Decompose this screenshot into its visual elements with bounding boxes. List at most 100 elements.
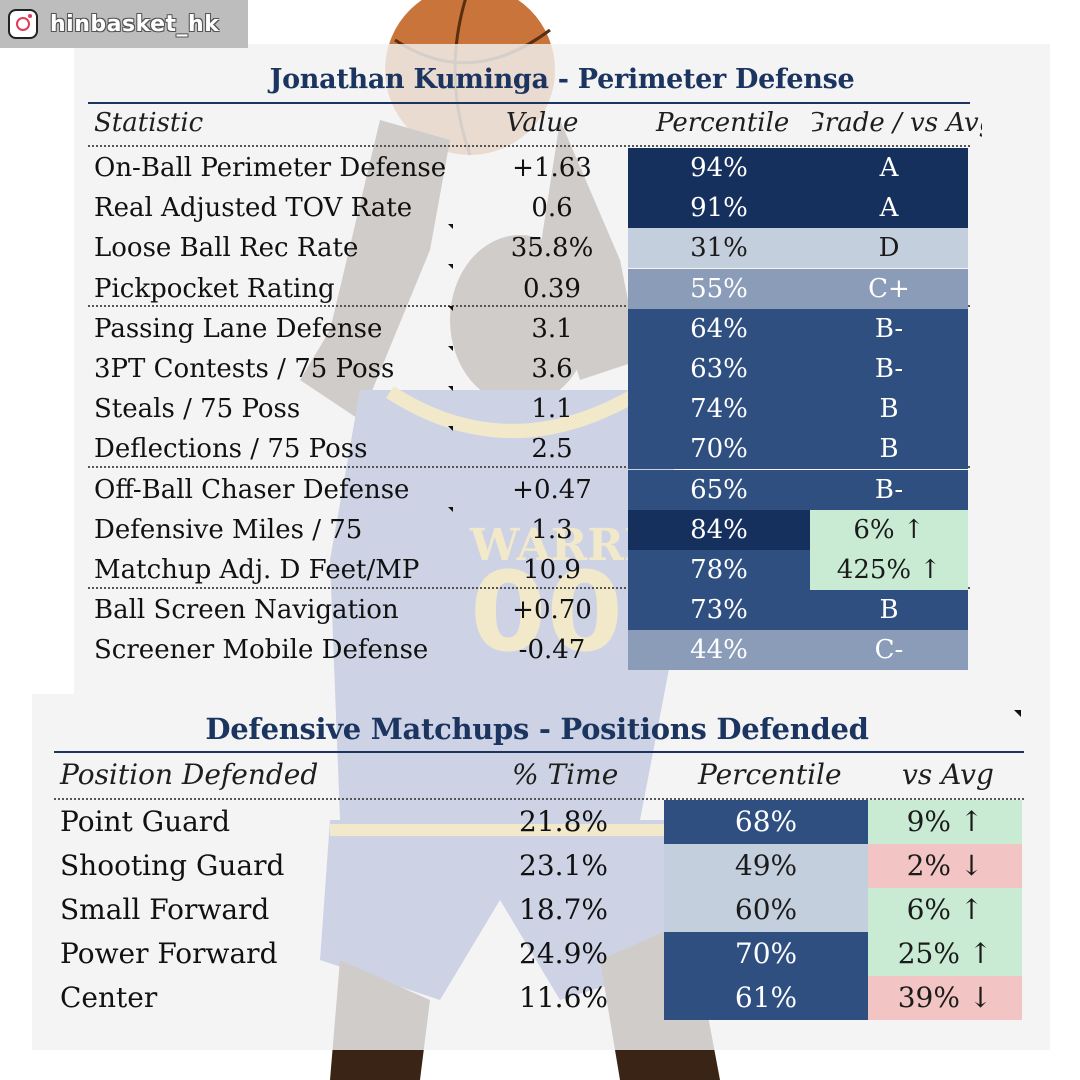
position-name: Power Forward [60, 937, 278, 970]
header-grade: Grade / vs Avg [812, 108, 982, 138]
stat-value: 0.6 [531, 193, 573, 224]
stat-name: Real Adjusted TOV Rate [94, 193, 413, 224]
stat-name: 3PT Contests / 75 Poss [94, 354, 395, 384]
stat-grade: A [810, 148, 968, 188]
stat-value: -0.47 [518, 635, 586, 666]
note-marker [448, 426, 453, 431]
position-time: 18.7% [519, 893, 608, 926]
stat-value: 1.1 [531, 394, 573, 425]
title-rule [88, 102, 970, 104]
position-time: 24.9% [519, 937, 608, 970]
stat-value: 0.39 [523, 273, 581, 304]
stat-percentile: 73% [628, 590, 810, 631]
stat-name: Deflections / 75 Poss [94, 434, 368, 465]
stat-grade: B- [810, 469, 968, 510]
header-percentile: Percentile [698, 758, 842, 791]
note-marker [448, 306, 453, 311]
position-time: 21.8% [519, 805, 608, 838]
stat-value: 10.9 [523, 555, 581, 585]
stat-percentile: 63% [628, 349, 810, 389]
stat-value: +0.47 [512, 474, 592, 505]
note-marker [1014, 710, 1021, 717]
position-name: Point Guard [60, 805, 231, 838]
header-position: Position Defended [60, 758, 319, 791]
stat-grade: C- [810, 630, 968, 671]
position-percentile: 70% [664, 932, 868, 976]
stat-name: Pickpocket Rating [94, 273, 335, 304]
stat-percentile: 84% [628, 509, 810, 550]
position-name: Shooting Guard [60, 849, 285, 882]
stat-value: 2.5 [531, 434, 573, 465]
note-marker [448, 224, 453, 229]
title-rule [54, 751, 1024, 753]
position-vs-avg: 6% ↑ [868, 888, 1022, 932]
stat-value: 3.1 [531, 313, 573, 344]
stat-name: Defensive Miles / 75 [94, 514, 363, 545]
header-divider [54, 798, 1024, 800]
note-marker [448, 507, 453, 512]
stat-percentile: 94% [628, 148, 810, 188]
stat-value: 35.8% [510, 233, 594, 264]
position-vs-avg: 25% ↑ [868, 932, 1022, 976]
header-vs-avg: vs Avg [902, 758, 994, 791]
stat-value: +0.70 [512, 595, 592, 626]
stat-percentile: 91% [628, 188, 810, 229]
position-percentile: 68% [664, 800, 868, 844]
stat-grade: D [810, 228, 968, 269]
stat-percentile: 78% [628, 550, 810, 590]
stat-percentile: 44% [628, 630, 810, 671]
stat-grade: A [810, 188, 968, 229]
note-marker [448, 264, 453, 269]
stat-percentile: 31% [628, 228, 810, 269]
position-percentile: 49% [664, 844, 868, 888]
stat-grade: B [810, 429, 968, 470]
header-statistic: Statistic [94, 108, 204, 138]
stat-percentile: 64% [628, 308, 810, 349]
stat-value: 1.3 [531, 514, 573, 545]
note-marker [448, 386, 453, 391]
stat-value: 3.6 [531, 354, 573, 384]
stat-grade: 6% ↑ [810, 509, 968, 550]
stat-name: Off-Ball Chaser Defense [94, 474, 410, 505]
stat-grade: B- [810, 308, 968, 349]
position-name: Small Forward [60, 893, 270, 926]
stat-name: Steals / 75 Poss [94, 394, 301, 425]
perimeter-defense-table: Jonathan Kuminga - Perimeter Defense Sta… [74, 44, 1050, 694]
stat-name: Screener Mobile Defense [94, 635, 429, 666]
instagram-icon [8, 9, 38, 39]
instagram-tag: hinbasket_hk [0, 0, 248, 48]
stat-grade: B [810, 389, 968, 430]
position-percentile: 60% [664, 888, 868, 932]
matchups-title: Defensive Matchups - Positions Defended [205, 712, 869, 746]
stat-percentile: 70% [628, 429, 810, 470]
group-divider [88, 305, 970, 307]
stat-name: Passing Lane Defense [94, 313, 383, 344]
stat-name: On-Ball Perimeter Defense [94, 153, 447, 183]
position-vs-avg: 2% ↓ [868, 844, 1022, 888]
perimeter-title: Jonathan Kuminga - Perimeter Defense [269, 64, 855, 95]
stat-percentile: 74% [628, 389, 810, 430]
stat-grade: C+ [810, 268, 968, 309]
header-divider [88, 145, 970, 147]
stat-percentile: 65% [628, 469, 810, 510]
stat-name: Loose Ball Rec Rate [94, 233, 359, 264]
position-time: 11.6% [519, 981, 608, 1014]
header-time: % Time [512, 758, 619, 791]
position-vs-avg: 39% ↓ [868, 976, 1022, 1020]
position-name: Center [60, 981, 158, 1014]
stat-grade: B- [810, 349, 968, 389]
stat-value: +1.63 [512, 153, 592, 183]
note-marker [448, 346, 453, 351]
stat-grade: B [810, 590, 968, 631]
instagram-handle: hinbasket_hk [50, 11, 220, 37]
stat-name: Matchup Adj. D Feet/MP [94, 555, 420, 585]
position-vs-avg: 9% ↑ [868, 800, 1022, 844]
group-divider [88, 587, 970, 589]
header-value: Value [506, 108, 579, 138]
position-percentile: 61% [664, 976, 868, 1020]
stat-grade: 425% ↑ [810, 550, 968, 590]
stat-percentile: 55% [628, 268, 810, 309]
position-time: 23.1% [519, 849, 608, 882]
stat-name: Ball Screen Navigation [94, 595, 399, 626]
header-percentile: Percentile [656, 108, 790, 138]
